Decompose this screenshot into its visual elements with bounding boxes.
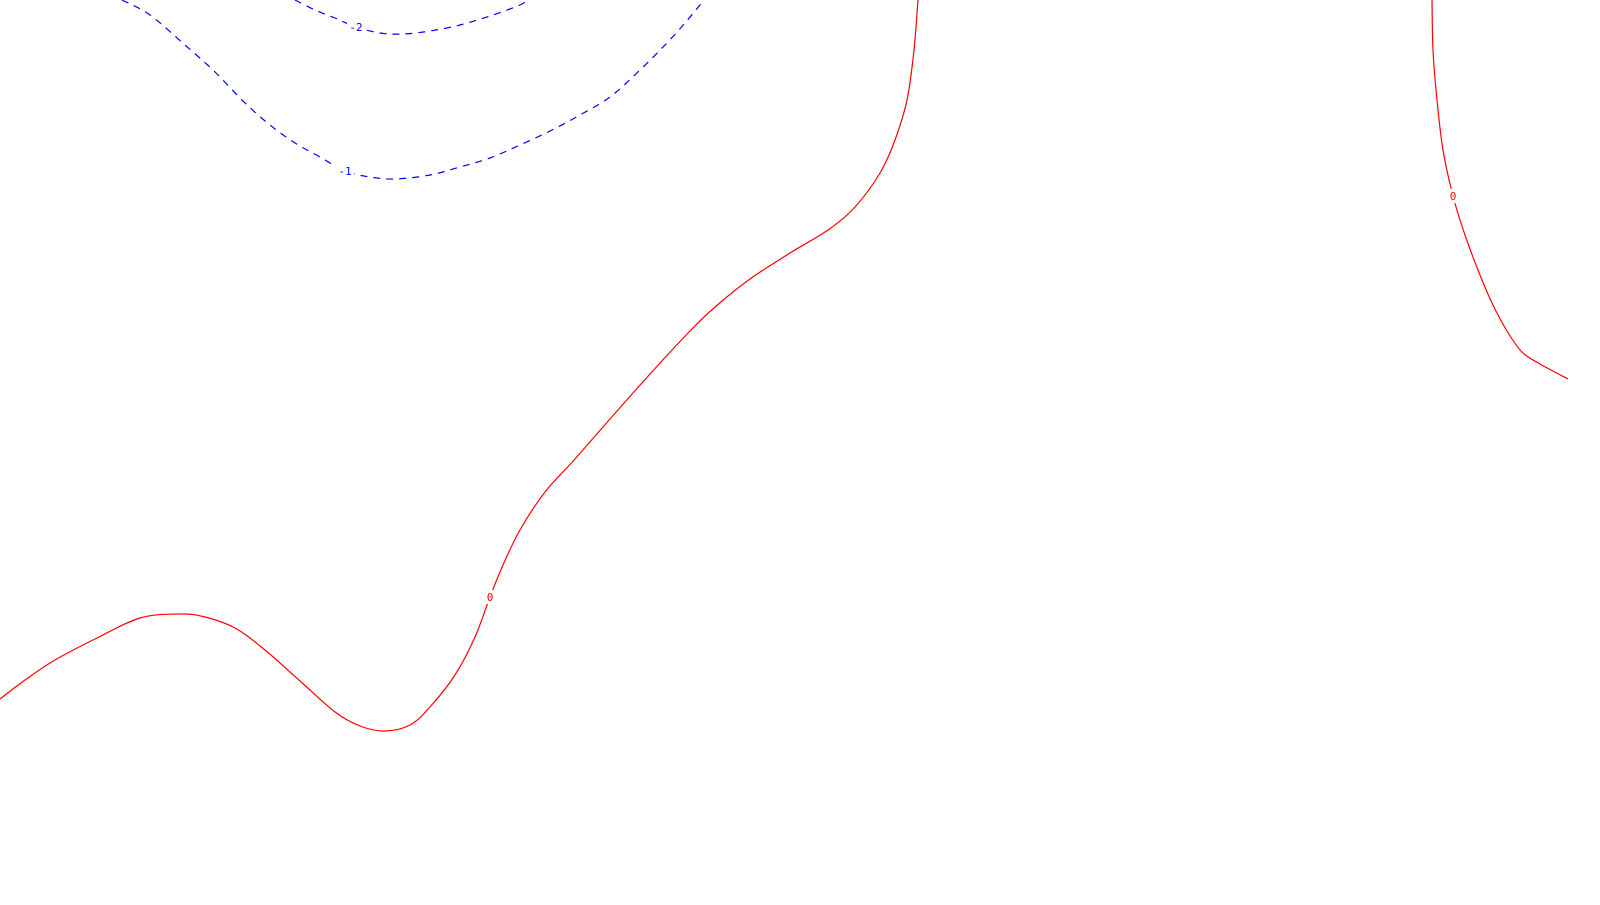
contour-label: -1 <box>338 165 351 178</box>
contour-line <box>1431 0 1569 380</box>
contour-level-3: 0 <box>1431 0 1569 380</box>
contour-label: -2 <box>349 21 362 34</box>
contour-line <box>0 0 919 732</box>
contour-line <box>121 0 705 180</box>
contour-level-2: 0 <box>0 0 919 732</box>
contour-label: 0 <box>487 591 494 604</box>
contour-label-background <box>484 590 496 604</box>
contour-label: 0 <box>1450 190 1457 203</box>
contour-label-background <box>347 20 365 34</box>
contour-level-1: -1 <box>121 0 705 180</box>
contour-label-background <box>1447 189 1459 203</box>
contour-level-0: -2 <box>294 0 528 35</box>
contour-label-background <box>336 164 354 178</box>
contour-line <box>294 0 528 35</box>
